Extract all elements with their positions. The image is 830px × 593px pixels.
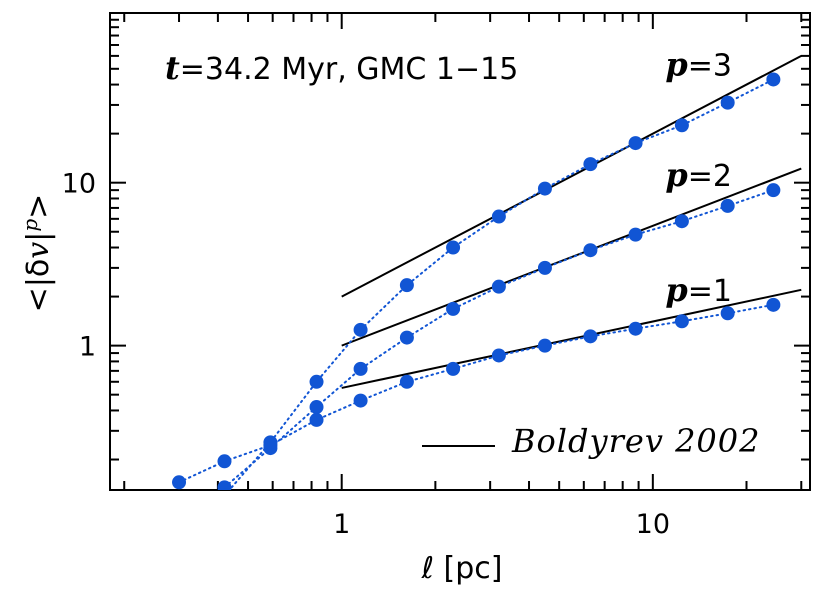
y-axis-title-bar: | xyxy=(21,232,56,242)
data-point xyxy=(720,198,735,213)
series-labels: p=1p=2p=3 xyxy=(665,45,732,308)
data-point xyxy=(491,279,506,294)
data-point xyxy=(583,243,598,258)
y-axis-title-p: p xyxy=(18,219,42,232)
data-point xyxy=(217,480,232,490)
series-label-p: p xyxy=(665,45,687,83)
data-point xyxy=(446,301,461,316)
y-axis-title: <|δv|p> xyxy=(18,194,56,313)
data-point xyxy=(537,181,552,196)
data-point xyxy=(309,400,324,415)
chart-annotation: t=34.2 Myr, GMC 1−15 xyxy=(165,49,518,87)
y-tick-label: 1 xyxy=(79,332,96,363)
data-point xyxy=(766,72,781,87)
series-label-p: p xyxy=(665,271,687,309)
data-point xyxy=(309,412,324,427)
y-tick-label: 10 xyxy=(62,169,96,200)
x-tick-label: 1 xyxy=(333,509,350,540)
data-point xyxy=(537,260,552,275)
data-point xyxy=(220,488,229,490)
minor-ticks xyxy=(110,13,810,490)
x-tick-label: 10 xyxy=(636,509,670,540)
data-point xyxy=(399,278,414,293)
data-point xyxy=(491,348,506,363)
data-point xyxy=(537,338,552,353)
data-point xyxy=(446,240,461,255)
annotation-text: =34.2 Myr, GMC 1−15 xyxy=(180,52,519,87)
data-point xyxy=(399,330,414,345)
annotation-t: t xyxy=(165,49,180,87)
data-point xyxy=(583,157,598,172)
x-axis-title: ℓ [pc] xyxy=(421,551,503,586)
data-point xyxy=(766,183,781,198)
y-axis-title-left: <|δ xyxy=(21,259,56,313)
series-label-value: =2 xyxy=(688,159,732,194)
series-label-p: p xyxy=(665,156,687,194)
data-point xyxy=(674,214,689,229)
series-dotted-line xyxy=(178,303,775,484)
data-point xyxy=(491,209,506,224)
data-point xyxy=(309,374,324,389)
boldyrev-line xyxy=(341,55,802,298)
boldyrev-line xyxy=(341,288,802,389)
legend-label: Boldyrev 2002 xyxy=(511,422,761,460)
data-point xyxy=(720,306,735,321)
data-point xyxy=(217,454,232,469)
tick-labels: 1 10 1 10 xyxy=(62,169,670,540)
series-label-value: =1 xyxy=(688,274,732,309)
y-axis-title-right: > xyxy=(21,194,56,219)
data-point xyxy=(353,393,368,408)
plot-frame xyxy=(109,12,811,491)
series-label-value: =3 xyxy=(688,48,732,83)
data-point xyxy=(583,329,598,344)
series-label: p=2 xyxy=(665,156,732,194)
data-point xyxy=(628,136,643,151)
data-point xyxy=(353,322,368,337)
data-point xyxy=(399,374,414,389)
series-label: p=1 xyxy=(665,271,732,309)
data-point xyxy=(628,227,643,242)
data-point xyxy=(766,297,781,312)
data-point xyxy=(674,118,689,133)
data-points xyxy=(172,72,781,490)
data-point xyxy=(628,321,643,336)
data-point xyxy=(172,475,187,490)
data-point xyxy=(446,361,461,376)
y-axis-title-v: v xyxy=(21,242,56,259)
major-ticks xyxy=(110,13,810,490)
data-point xyxy=(353,361,368,376)
data-point xyxy=(674,314,689,329)
series-label: p=3 xyxy=(665,45,732,83)
data-point xyxy=(720,95,735,110)
data-point xyxy=(263,435,278,450)
